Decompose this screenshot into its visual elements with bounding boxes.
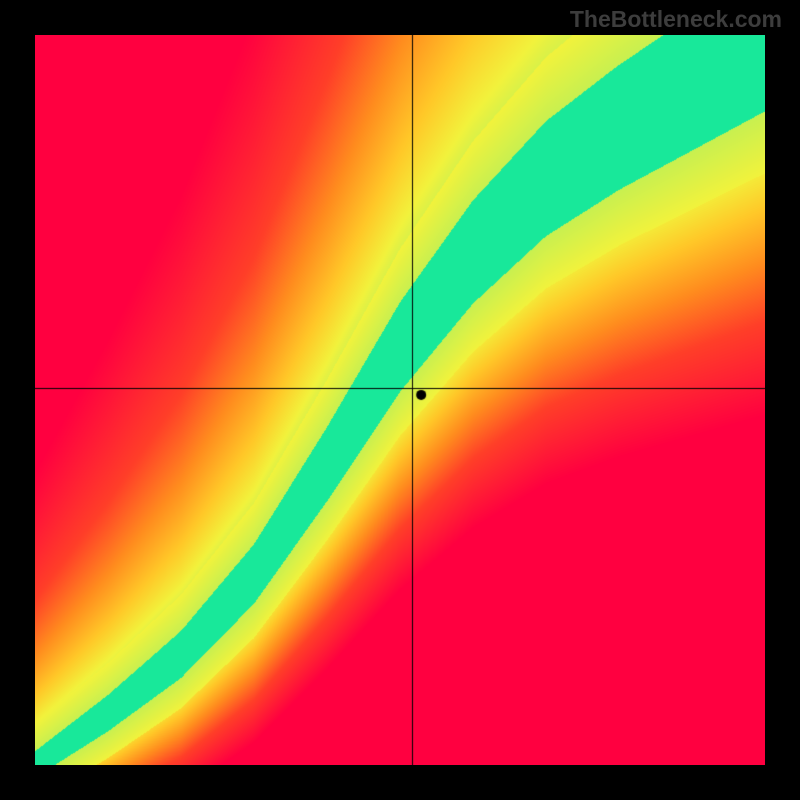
heatmap-canvas: [35, 35, 765, 765]
heatmap-plot: [35, 35, 765, 765]
watermark-text: TheBottleneck.com: [570, 6, 782, 33]
chart-frame: TheBottleneck.com: [0, 0, 800, 800]
